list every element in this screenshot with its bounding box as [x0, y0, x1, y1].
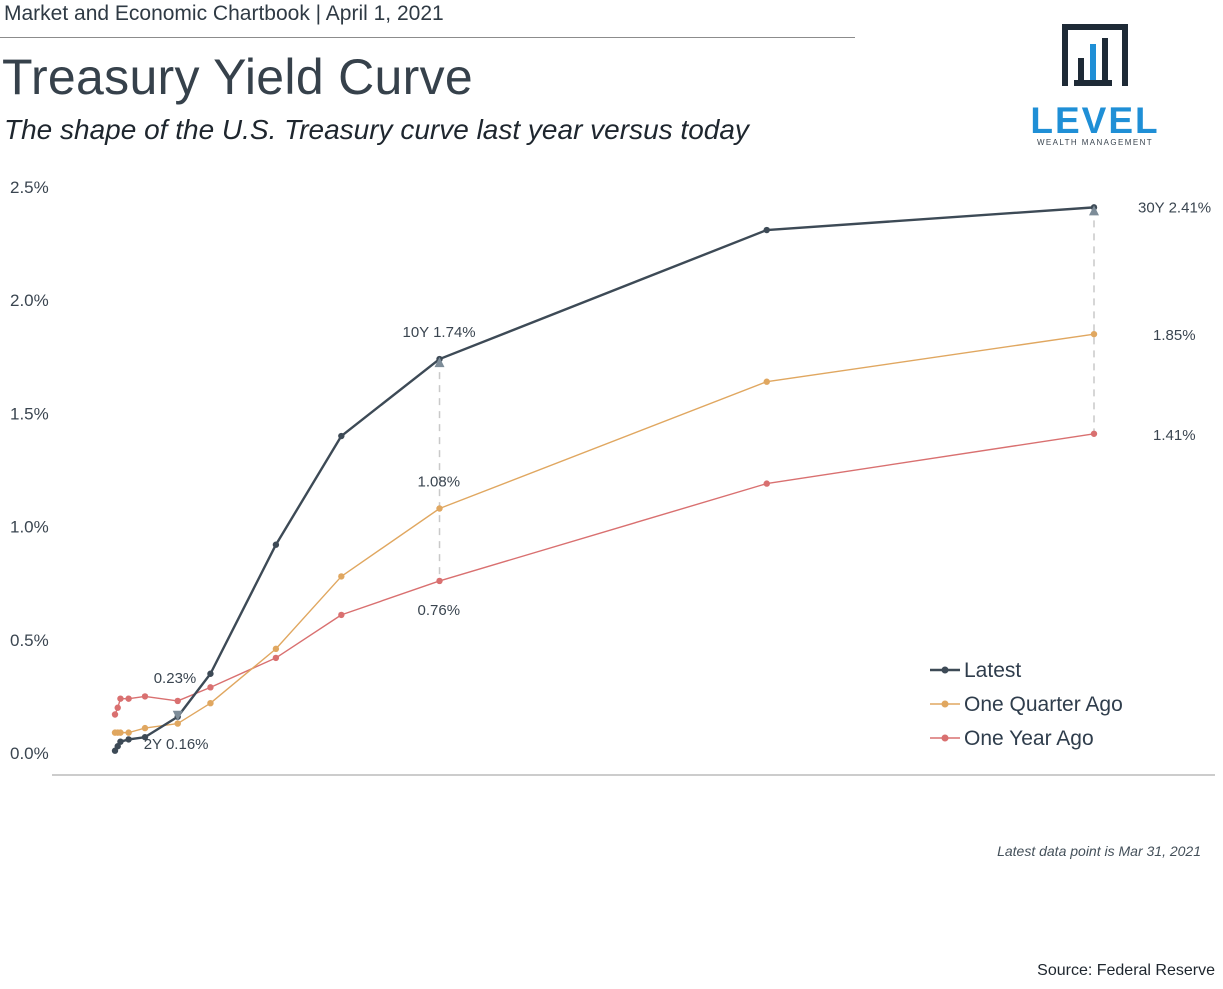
legend-label-latest: Latest	[964, 659, 1021, 682]
level-logo: LEVEL WEALTH MANAGEMENT	[1028, 24, 1168, 152]
header-divider	[0, 37, 855, 38]
y-tick-label: 1.0%	[10, 518, 49, 537]
point-quarter-ago-20y	[763, 378, 770, 385]
point-year-ago-1y	[141, 693, 149, 700]
logo-tagline: WEALTH MANAGEMENT	[1036, 138, 1154, 147]
point-year-ago-5y	[272, 654, 280, 662]
point-quarter-ago-5y	[272, 645, 280, 653]
point-year-ago-2y	[174, 697, 181, 705]
point-year-ago-3m	[117, 695, 124, 702]
legend-label-year-ago: One Year Ago	[964, 727, 1094, 750]
point-quarter-ago-7y	[338, 573, 345, 580]
data-footnote: Latest data point is Mar 31, 2021	[997, 843, 1201, 859]
point-year-ago-2m	[114, 704, 121, 711]
y-tick-label: 2.0%	[10, 291, 49, 310]
point-year-ago-10y	[436, 577, 443, 585]
point-latest-1y	[141, 733, 149, 741]
source-note: Source: Federal Reserve	[1037, 962, 1215, 979]
point-latest-7y	[338, 432, 345, 440]
marker-30y	[1089, 205, 1099, 216]
point-year-ago-7y	[338, 611, 345, 619]
point-latest-6m	[125, 736, 132, 743]
marker-2y	[172, 710, 183, 721]
label-30y-year-ago: 1.41%	[1153, 427, 1196, 444]
legend-label-quarter-ago: One Quarter Ago	[964, 693, 1123, 716]
label-30y-latest: 30Y 2.41%	[1138, 199, 1211, 216]
point-latest-5y	[272, 541, 280, 548]
page-title: Treasury Yield Curve	[2, 49, 473, 105]
series-line-quarter-ago	[115, 333, 1095, 734]
point-year-ago-30y	[1090, 430, 1098, 437]
y-tick-label: 0.5%	[10, 631, 49, 650]
point-quarter-ago-30y	[1090, 330, 1098, 338]
marker-10y	[434, 357, 445, 368]
y-tick-label: 2.5%	[10, 178, 49, 197]
label-2y-year-ago: 0.23%	[154, 670, 197, 687]
yield-curve-chart: 0.0% 0.5% 1.0% 1.5% 2.0% 2.5% 2Y 0.16% 0.23% 10…	[10, 178, 1215, 776]
point-quarter-ago-2y	[174, 720, 181, 727]
page-subtitle: The shape of the U.S. Treasury curve las…	[4, 114, 749, 145]
label-30y-quarter-ago: 1.85%	[1153, 327, 1196, 344]
point-quarter-ago-10y	[436, 505, 443, 512]
y-tick-label: 1.5%	[10, 404, 49, 423]
legend-swatch-dot-latest	[941, 666, 949, 674]
point-quarter-ago-3m	[117, 729, 124, 736]
point-quarter-ago-6m	[125, 729, 132, 736]
label-10y-latest: 10Y 1.74%	[403, 324, 476, 341]
point-year-ago-1m	[111, 711, 119, 718]
logo-wordmark: LEVEL	[1030, 100, 1160, 141]
point-latest-3y	[207, 670, 214, 677]
report-header: Market and Economic Chartbook | April 1,…	[4, 2, 444, 25]
legend-swatch-dot-year-ago	[941, 734, 949, 742]
logo-mark-icon	[1062, 24, 1128, 86]
point-year-ago-6m	[125, 695, 132, 702]
legend-swatch-dot-quarter-ago	[941, 700, 949, 708]
point-year-ago-3y	[207, 684, 214, 691]
label-10y-quarter-ago: 1.08%	[418, 473, 461, 490]
y-tick-label: 0.0%	[10, 744, 49, 763]
point-latest-3m	[117, 738, 124, 745]
point-latest-20y	[763, 226, 770, 234]
point-quarter-ago-3y	[207, 699, 214, 707]
label-2y-latest: 2Y 0.16%	[144, 736, 209, 753]
point-year-ago-20y	[763, 480, 770, 487]
point-quarter-ago-1y	[141, 724, 149, 732]
label-10y-year-ago: 0.76%	[418, 602, 461, 619]
